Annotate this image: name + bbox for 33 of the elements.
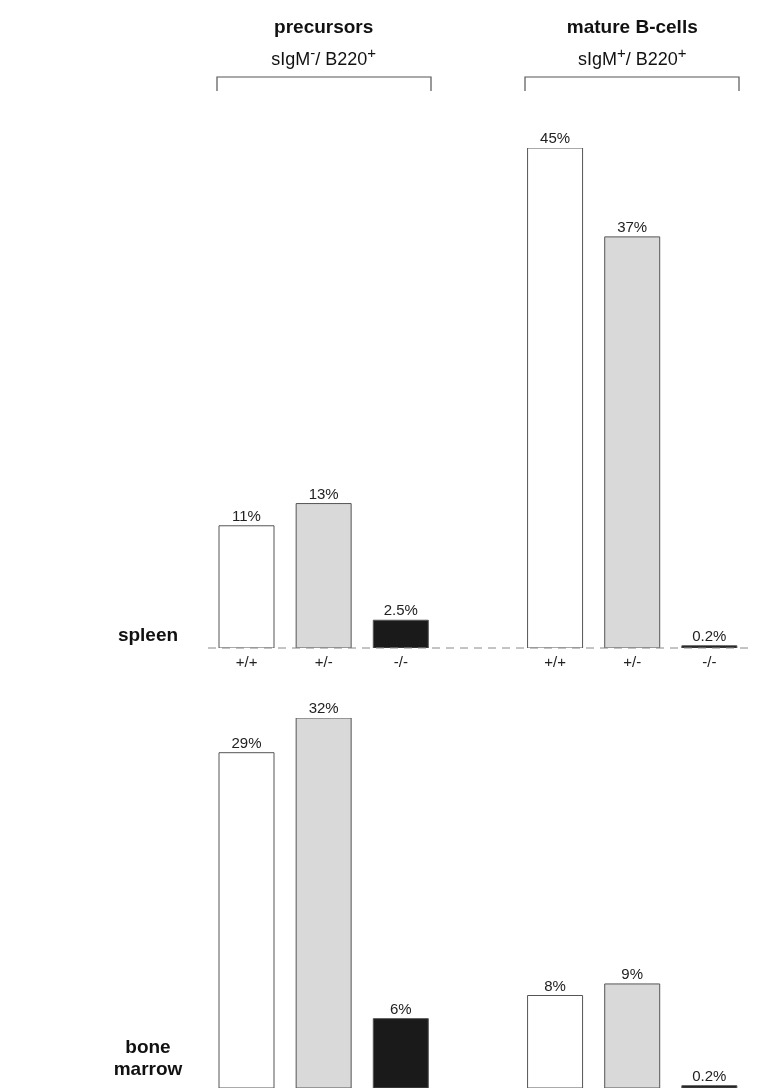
data-label: 8%: [544, 976, 566, 994]
data-label: 11%: [232, 506, 261, 524]
x-tick-label: +/+: [235, 652, 258, 670]
text: mature B-cells: [565, 16, 699, 38]
data-label: 29%: [231, 733, 262, 751]
bar: [218, 525, 275, 648]
bar: [604, 983, 661, 1088]
bar: [604, 236, 661, 648]
data-label: 6%: [389, 999, 412, 1017]
x-tick-label: -/-: [702, 652, 717, 670]
data-label: 45%: [540, 129, 571, 146]
data-label: 0.2%: [692, 1066, 727, 1084]
text: sIgM$^{-}$/ B220$^{+}$: [270, 44, 378, 70]
data-label: 9%: [621, 964, 644, 982]
data-label: 0.2%: [692, 626, 727, 644]
bar: [372, 1018, 429, 1088]
text: precursors: [273, 16, 375, 38]
bar: [295, 503, 352, 648]
x-tick-label: +/-: [314, 652, 333, 670]
data-label: 37%: [617, 217, 648, 235]
x-tick-label: +/+: [544, 652, 567, 670]
bar: [681, 1085, 738, 1088]
text: sIgM$^{+}$/ B220$^{+}$: [577, 44, 688, 70]
data-label: 13%: [308, 484, 339, 502]
bar: [295, 718, 352, 1088]
y-axis-title: bone marrow: [112, 1036, 184, 1080]
bar: [372, 619, 429, 648]
data-label: 2.5%: [383, 601, 418, 619]
y-axis-title: spleen: [116, 624, 180, 646]
x-tick-label: +/-: [623, 652, 642, 670]
bar: [527, 148, 584, 648]
x-tick-label: -/-: [393, 652, 408, 670]
data-label: 32%: [308, 699, 339, 716]
